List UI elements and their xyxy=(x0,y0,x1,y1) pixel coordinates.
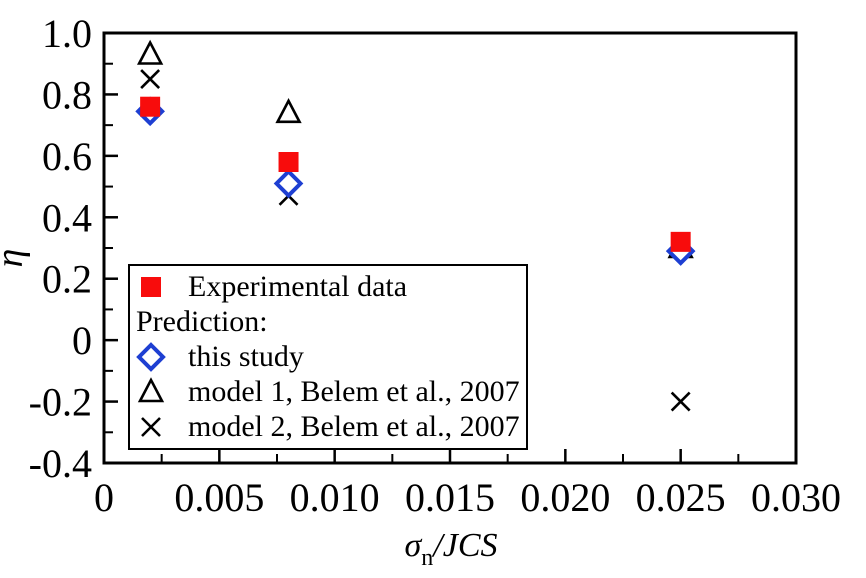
triangle-open-icon xyxy=(136,376,166,408)
y-tick-label: 1.0 xyxy=(42,11,92,56)
square-filled-glyph xyxy=(141,276,161,297)
x-axis-label: σn/JCS xyxy=(405,527,498,571)
diamond-open-icon xyxy=(136,341,166,373)
x-tick-label: 0.005 xyxy=(174,475,264,520)
x-cross-marker xyxy=(670,391,691,412)
square-filled-marker xyxy=(670,231,691,252)
triangle-open-glyph xyxy=(137,376,165,402)
x-tick-label: 0.015 xyxy=(405,475,495,520)
y-tick-label: -0.4 xyxy=(29,441,92,486)
legend-item-prediction-heading: Prediction: xyxy=(130,304,526,339)
x-tick-label: 0 xyxy=(94,475,114,520)
plot-frame xyxy=(102,31,798,465)
series-triangle-open xyxy=(136,39,694,259)
series-square-filled xyxy=(140,96,691,252)
square-filled-icon xyxy=(136,271,166,303)
triangle-open-marker xyxy=(137,376,165,402)
triangle-open-marker xyxy=(136,39,164,65)
x-cross-icon xyxy=(136,411,166,443)
y-tick-label: 0.2 xyxy=(42,257,92,302)
x-cross-glyph xyxy=(141,416,161,437)
triangle-open-marker xyxy=(275,98,302,124)
y-tick-label: 0.6 xyxy=(42,134,92,179)
x-tick-label: 0.025 xyxy=(636,475,726,520)
diamond-open-marker xyxy=(136,341,166,372)
square-filled-marker xyxy=(140,96,161,117)
legend-item-model-2: model 2, Belem et al., 2007 xyxy=(130,409,526,444)
y-axis-label: η xyxy=(0,249,31,268)
square-filled-marker xyxy=(278,152,299,172)
y-tick-label: 0.8 xyxy=(42,72,92,117)
series-diamond-open xyxy=(135,96,696,266)
y-tick-label: -0.2 xyxy=(29,380,92,425)
legend-item-experimental-data: Experimental data xyxy=(130,269,526,304)
x-cross-marker xyxy=(140,69,161,89)
legend-label-experimental-data: Experimental data xyxy=(188,269,408,303)
diamond-open-marker xyxy=(273,168,304,199)
x-tick-label: 0.030 xyxy=(751,475,841,520)
legend-label-model-2: model 2, Belem et al., 2007 xyxy=(188,409,520,443)
x-tick-label: 0.010 xyxy=(290,475,380,520)
y-tick-label: 0 xyxy=(72,318,92,363)
legend-label-model-1: model 1, Belem et al., 2007 xyxy=(188,374,520,408)
legend-label-prediction: Prediction: xyxy=(136,304,268,338)
legend-item-this-study: this study xyxy=(130,339,526,374)
legend-box: Experimental data Prediction: this study… xyxy=(128,264,528,450)
x-tick-label: 0.020 xyxy=(520,475,610,520)
diamond-open-glyph xyxy=(136,341,166,372)
y-tick-label: 0.4 xyxy=(42,195,92,240)
x-cross-marker xyxy=(141,416,161,437)
legend-item-model-1: model 1, Belem et al., 2007 xyxy=(130,374,526,409)
square-filled-marker xyxy=(141,276,161,297)
legend-label-this-study: this study xyxy=(188,339,304,373)
